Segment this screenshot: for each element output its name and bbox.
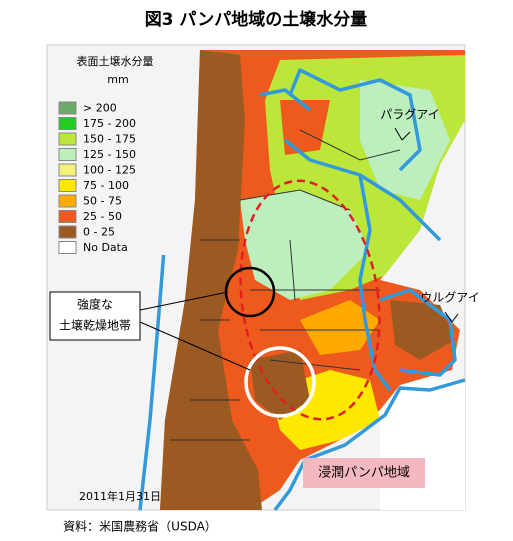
country-label: ウルグアイ	[420, 291, 479, 305]
legend-label: 175 - 200	[83, 117, 136, 130]
source: 資料：米国農務省（USDA）	[63, 520, 217, 534]
legend-swatch	[58, 163, 77, 177]
legend-swatch	[58, 241, 77, 254]
wet-zone	[360, 80, 450, 200]
dry-zone-circle	[244, 346, 316, 418]
very-dry-zone	[250, 350, 310, 420]
legend-label: 150 - 175	[83, 133, 136, 146]
date: 2011年1月31日	[79, 489, 161, 503]
legend-label: 25 - 50	[83, 210, 122, 223]
dry-zone-label: 土壌乾燥地帯	[59, 319, 131, 333]
dry-zone	[300, 300, 380, 355]
very-dry-zone	[390, 300, 455, 360]
legend-swatch	[58, 194, 77, 208]
coast	[273, 378, 466, 512]
dry-zone	[280, 100, 330, 155]
legend-swatch	[58, 132, 77, 146]
region-label: 浸潤パンパ地域	[318, 466, 410, 481]
leader-line	[139, 291, 229, 311]
legend-label: No Data	[83, 241, 128, 254]
legend-label: 75 - 100	[83, 179, 129, 192]
legend-swatch	[58, 225, 77, 239]
legend-swatch	[58, 148, 77, 161]
legend-swatch	[58, 117, 77, 130]
legend-swatch	[58, 179, 77, 192]
dry-zone-label: 強度な	[77, 297, 113, 312]
humid-pampa-outline	[239, 179, 381, 421]
legend-swatch	[58, 210, 77, 223]
province-border	[170, 129, 401, 441]
very-dry-zone	[160, 50, 262, 510]
legend-label: > 200	[83, 102, 117, 115]
leader-line	[139, 321, 251, 371]
wet-zone	[240, 190, 370, 300]
legend-title: 表面土壌水分量	[77, 54, 154, 68]
legend-unit: mm	[107, 73, 128, 86]
legend-label: 50 - 75	[83, 195, 122, 208]
river	[358, 174, 457, 392]
map	[46, 44, 466, 512]
legend: 表面土壌水分量 mm > 200 175 - 200 150 - 175 125 - …	[55, 50, 175, 255]
title: 図3 パンパ地域の土壌水分量	[145, 9, 368, 30]
legend-label: 0 - 25	[83, 226, 115, 239]
arrow	[394, 127, 411, 141]
legend-swatch	[58, 101, 77, 115]
arrow	[444, 311, 459, 323]
legend-label: 125 - 150	[83, 148, 136, 161]
legend-label: 100 - 125	[83, 164, 136, 177]
region-label-box	[303, 458, 425, 488]
dry-zone-label-box	[49, 291, 141, 341]
country-label: パラグアイ	[380, 108, 439, 122]
